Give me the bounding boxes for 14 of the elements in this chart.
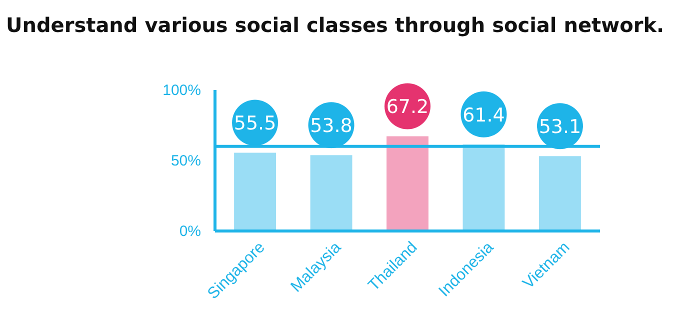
data-label: 53.1 — [538, 116, 582, 138]
bar — [386, 136, 428, 231]
data-label: 53.8 — [310, 115, 352, 138]
bar — [539, 156, 581, 231]
bar — [310, 155, 352, 231]
data-label: 67.2 — [386, 96, 429, 118]
bar — [234, 152, 276, 231]
data-label: 61.4 — [462, 104, 505, 126]
y-tick-label: 50% — [170, 152, 201, 170]
bar — [462, 144, 505, 231]
y-tick-label: 0% — [179, 222, 201, 240]
y-tick-label: 100% — [162, 82, 201, 99]
data-label: 55.5 — [234, 112, 276, 135]
chart-title: Understand various social classes through social network. — [6, 13, 664, 37]
